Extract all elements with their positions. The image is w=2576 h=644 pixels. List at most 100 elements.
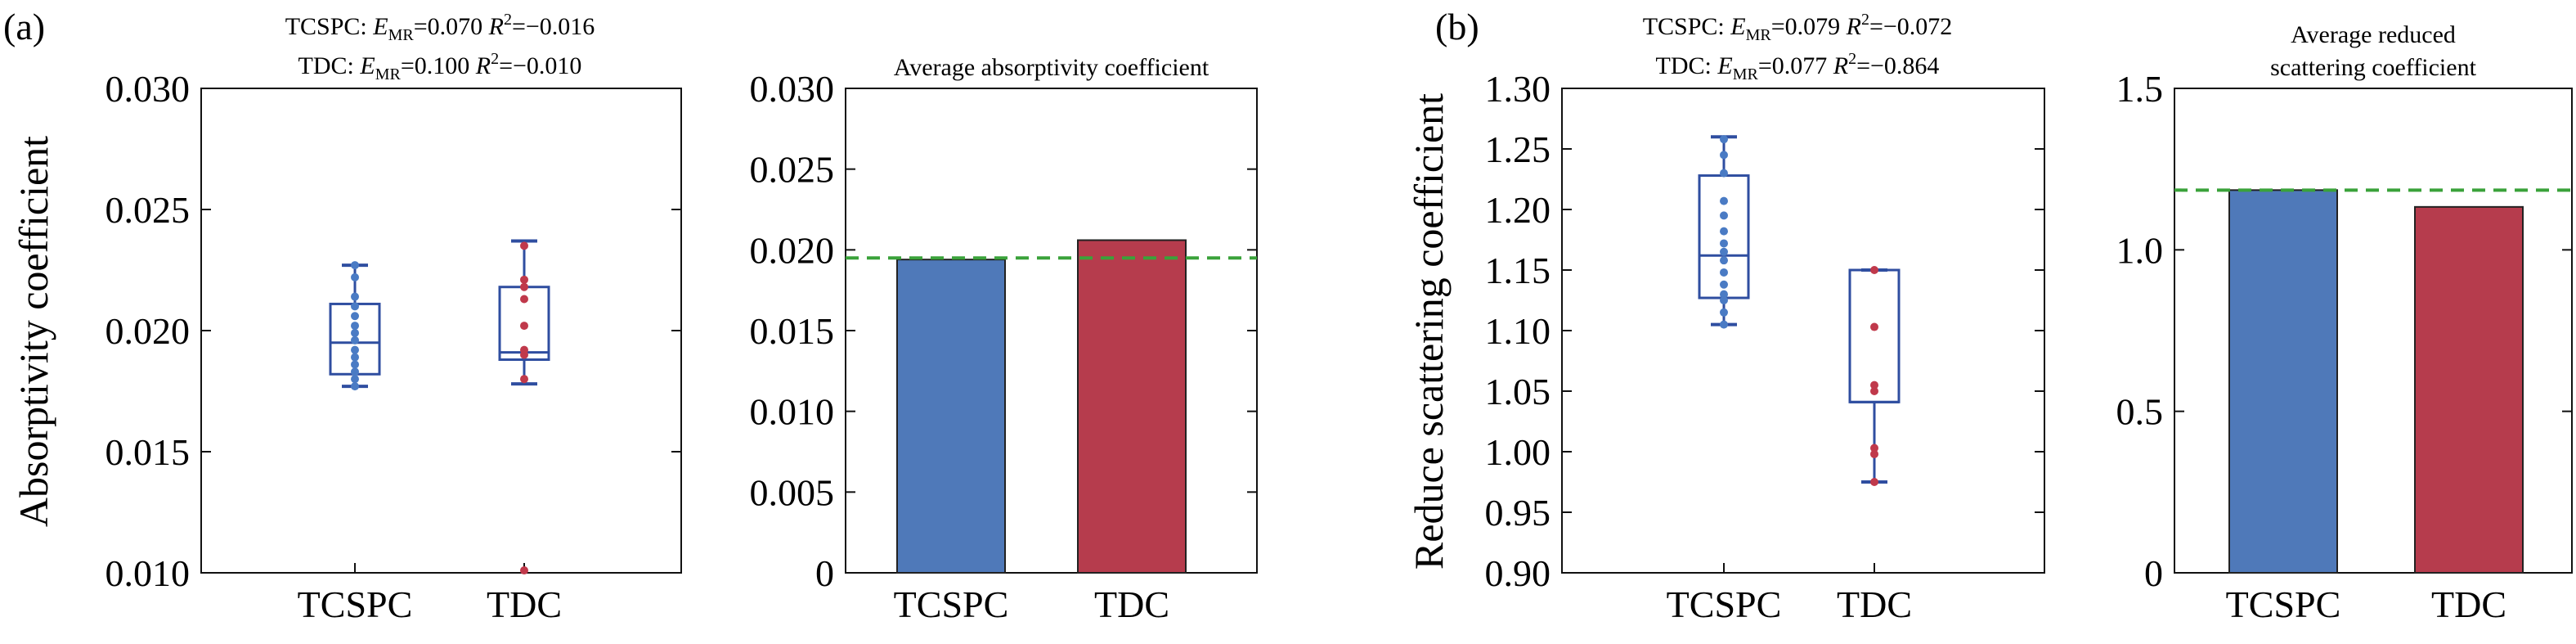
data-point <box>351 328 359 337</box>
y-axis-label-b: Reduce scattering coefficient <box>1406 93 1452 570</box>
chart-4: 0 0.5 1.0 1.5 TCSPC TDC Average reduced scatter… <box>2116 21 2573 625</box>
data-point <box>351 292 359 301</box>
x-tick-label: TDC <box>1094 583 1169 625</box>
data-point <box>1720 280 1728 289</box>
y-tick-label: 0.5 <box>2116 391 2164 433</box>
data-point <box>1720 135 1728 144</box>
chart-title: Average reduced <box>2291 21 2456 48</box>
x-tick-label: TCSPC <box>894 583 1009 625</box>
y-tick-label: 0.030 <box>105 68 191 110</box>
x-tick-label: TDC <box>487 583 562 625</box>
data-point <box>1870 322 1878 331</box>
data-point <box>351 312 359 321</box>
data-point <box>1720 196 1728 205</box>
data-point <box>520 241 528 250</box>
y-tick-label: 0.95 <box>1485 492 1551 534</box>
data-point <box>1870 449 1878 458</box>
chart-title: scattering coefficient <box>2270 54 2476 81</box>
chart-3: 0.90 0.95 1.00 1.05 1.10 1.15 1.20 1.25 1.30 TCSP… <box>1485 68 2045 625</box>
data-point <box>1720 227 1728 236</box>
data-point <box>351 375 359 384</box>
x-tick-label: TCSPC <box>2226 583 2341 625</box>
y-tick-label: 1.25 <box>1485 128 1551 170</box>
data-point <box>1870 444 1878 453</box>
data-point <box>351 261 359 270</box>
y-tick-label: 0.015 <box>750 310 835 352</box>
y-tick-label: 0.025 <box>750 149 835 191</box>
data-point <box>1720 290 1728 299</box>
box-tcspc <box>329 261 381 391</box>
y-tick-label: 1.0 <box>2116 229 2164 271</box>
stats-annotation-tcspc-a: TCSPC: EMR=0.070 R2=−0.016 <box>285 11 595 44</box>
data-point <box>1870 387 1878 395</box>
data-point <box>1870 381 1878 390</box>
data-point <box>520 566 528 575</box>
y-tick-label: 0.030 <box>750 68 835 110</box>
box-tdc <box>498 239 550 575</box>
data-point <box>351 336 359 345</box>
y-tick-label: 1.10 <box>1485 310 1551 352</box>
y-tick-label: 0.010 <box>105 552 191 594</box>
y-tick-label: 0.020 <box>105 310 191 352</box>
y-tick-label: 1.05 <box>1485 371 1551 412</box>
data-point <box>520 282 528 291</box>
data-point <box>520 322 528 331</box>
data-point <box>1720 239 1728 248</box>
data-point <box>1720 308 1728 317</box>
y-tick-label: 0.90 <box>1485 552 1551 594</box>
plot-frame <box>200 88 682 574</box>
bar-tdc <box>1077 239 1187 574</box>
x-tick-label: TDC <box>1837 583 1912 625</box>
y-tick-label: 1.15 <box>1485 250 1551 291</box>
data-point <box>1870 478 1878 486</box>
bar-tdc <box>2414 205 2524 574</box>
data-point <box>1720 256 1728 265</box>
y-tick-label: 0.025 <box>105 189 191 231</box>
bar-tcspc <box>2228 189 2338 574</box>
box-tcspc <box>1698 135 1750 329</box>
data-point <box>520 295 528 304</box>
data-point <box>351 360 359 369</box>
y-tick-label: 1.00 <box>1485 431 1551 473</box>
data-point <box>1720 211 1728 220</box>
panel-label-a: (a) <box>3 6 45 47</box>
data-point <box>351 345 359 354</box>
data-point <box>1870 266 1878 274</box>
data-point <box>520 345 528 354</box>
data-point <box>351 382 359 391</box>
box-tdc <box>1848 266 1901 486</box>
stats-annotation-tcspc-b: TCSPC: EMR=0.079 R2=−0.072 <box>1643 11 1953 44</box>
data-point <box>351 302 359 311</box>
x-tick-label: TDC <box>2431 583 2506 625</box>
y-tick-label: 1.30 <box>1485 68 1551 110</box>
x-tick-label: TCSPC <box>298 583 413 625</box>
y-tick-label: 0 <box>2144 552 2163 594</box>
data-point <box>1720 320 1728 329</box>
data-point <box>351 367 359 376</box>
data-point <box>1720 169 1728 178</box>
stats-annotation-tdc-b: TDC: EMR=0.077 R2=−0.864 <box>1656 50 1940 83</box>
y-tick-label: 0.015 <box>105 431 191 473</box>
data-point <box>351 272 359 281</box>
y-tick-label: 0.005 <box>750 471 835 513</box>
y-tick-label: 0.010 <box>750 391 835 433</box>
box-iqr <box>1698 174 1750 299</box>
y-tick-label: 1.20 <box>1485 189 1551 231</box>
data-point <box>1720 247 1728 256</box>
data-point <box>520 275 528 284</box>
data-point <box>1720 296 1728 304</box>
chart-1: 0.010 0.015 0.020 0.025 0.030 TCSPC TDC <box>105 68 682 625</box>
y-tick-label: 0.020 <box>750 229 835 271</box>
data-point <box>1720 268 1728 277</box>
chart-title: Average absorptivity coefficient <box>894 54 1209 81</box>
x-tick-label: TCSPC <box>1667 583 1782 625</box>
data-point <box>1720 151 1728 160</box>
panel-label-b: (b) <box>1435 6 1479 47</box>
y-tick-label: 0 <box>815 552 834 594</box>
plot-frame <box>1561 88 2045 574</box>
bar-tcspc <box>896 259 1006 574</box>
y-tick-label: 1.5 <box>2116 68 2164 110</box>
stats-annotation-tdc-a: TDC: EMR=0.100 R2=−0.010 <box>298 50 582 83</box>
data-point <box>520 375 528 384</box>
